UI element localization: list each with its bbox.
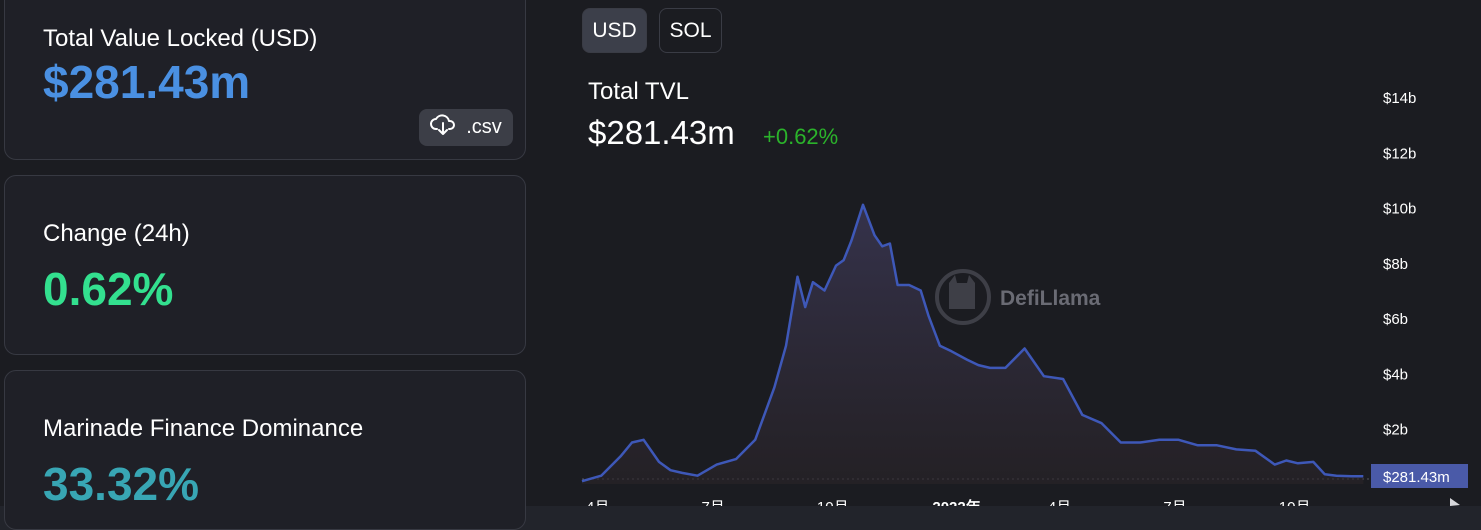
y-tick-label: $8b [1383,256,1408,273]
y-tick-label: $12b [1383,145,1416,162]
x-tick-label: 2022年 [932,498,980,506]
y-tick-label: $2b [1383,422,1408,439]
chart-value: $281.43m [588,114,735,151]
y-tick-label: $4b [1383,366,1408,383]
change-value: 0.62% [43,263,174,315]
chart-scroll-arrow-icon [1450,498,1460,506]
tvl-area [582,204,1364,485]
y-tick-label: $14b [1383,90,1416,107]
dominance-value: 33.32% [43,458,200,510]
chart-title: Total TVL [588,78,689,105]
current-value-badge: $281.43m [1371,464,1468,488]
x-tick-label: 4月 [1048,499,1071,506]
usd-toggle[interactable]: USD [582,8,647,53]
csv-label: .csv [466,116,502,138]
y-tick-label: $10b [1383,201,1416,218]
x-tick-label: 7月 [1163,499,1186,506]
stats-panel: Total Value Locked (USD) $281.43m .csv C… [0,0,545,530]
dominance-card: Marinade Finance Dominance 33.32% [4,370,526,530]
sol-toggle[interactable]: SOL [659,8,722,53]
current-value-label: $281.43m [1383,469,1450,486]
x-tick-label: 4月 [586,499,609,506]
x-tick-label: 10月 [1279,499,1311,506]
tvl-label: Total Value Locked (USD) [43,25,318,52]
tvl-line [581,203,1364,483]
defillama-watermark: DefiLlama [935,269,1101,325]
change-label: Change (24h) [43,220,190,247]
x-tick-label: 7月 [701,499,724,506]
dominance-label: Marinade Finance Dominance [43,415,364,442]
tvl-chart[interactable]: DefiLlama $2b $4b $6b $8b $10b $12b $14b 4月 7月 1… [545,0,1481,506]
tvl-value: $281.43m [43,56,251,108]
chart-change: +0.62% [763,124,839,149]
chart-panel: USD SOL Total TVL $281.43m +0.62% DefiLl… [545,0,1481,506]
tvl-card: Total Value Locked (USD) $281.43m .csv [4,0,526,160]
cloud-download-icon [430,113,456,142]
watermark-text: DefiLlama [1000,287,1101,310]
y-axis: $2b $4b $6b $8b $10b $12b $14b [1383,90,1416,439]
y-tick-label: $6b [1383,311,1408,328]
download-csv-button[interactable]: .csv [419,109,513,146]
llama-logo-icon [935,269,991,325]
change-card: Change (24h) 0.62% [4,175,526,355]
x-tick-label: 10月 [817,499,849,506]
x-axis: 4月 7月 10月 2022年 4月 7月 10月 [586,498,1310,506]
